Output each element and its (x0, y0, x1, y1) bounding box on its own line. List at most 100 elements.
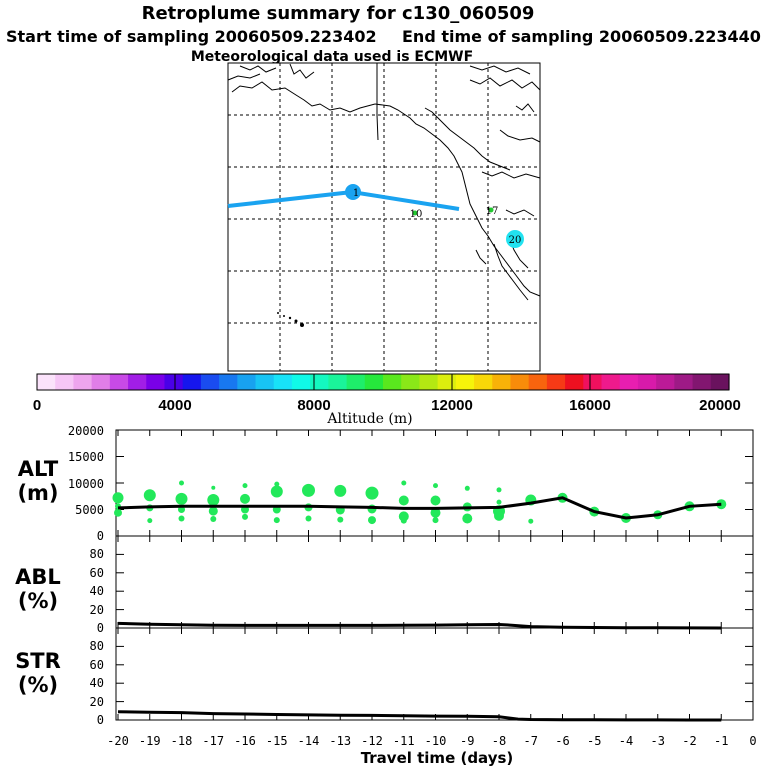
str-y-axis: 0 20 40 60 80 (90, 639, 753, 727)
alt-dot (430, 507, 441, 518)
colorbar-swatch (455, 374, 475, 390)
x-tick-label: -5 (587, 734, 601, 748)
trajectory-map: 1 10 17 20 (227, 62, 541, 372)
colorbar-swatch (419, 374, 439, 390)
alt-dot (208, 506, 218, 516)
map-marker-20-label: 20 (509, 235, 522, 246)
colorbar-swatch (401, 374, 421, 390)
alt-dot (143, 489, 156, 502)
alt-dot (211, 485, 216, 490)
abl-y-tick: 60 (90, 566, 104, 580)
colorbar-swatch (637, 374, 657, 390)
colorbar-swatch (37, 374, 56, 390)
x-tick-label: -18 (171, 734, 193, 748)
colorbar-swatch (73, 374, 93, 390)
x-tick-label: -1 (714, 734, 728, 748)
x-tick-label: -13 (329, 734, 351, 748)
colorbar-tick: 12000 (431, 397, 473, 414)
alt-dot (114, 508, 122, 517)
x-tick-label: -10 (425, 734, 447, 748)
colorbar-swatch (328, 374, 348, 390)
colorbar-swatch (583, 374, 603, 390)
map-gridlines (228, 63, 540, 371)
colorbar-swatch (383, 374, 402, 390)
colorbar-swatch (528, 374, 548, 390)
map-marker-10-label: 10 (410, 209, 423, 220)
str-y-tick: 0 (97, 713, 104, 727)
x-axis-tick-labels: -20 -19 -18 -17 -16 -15 -14 -13 -12 -11 -10 -9 -8 -7-… (107, 734, 756, 748)
colorbar-swatch (310, 374, 329, 390)
alt-dot (432, 517, 439, 524)
colorbar-tick: 0 (33, 397, 41, 414)
colorbar-swatch (273, 374, 293, 390)
abl-y-axis: 0 20 40 60 80 (90, 547, 753, 635)
colorbar-swatch (437, 374, 457, 390)
colorbar-label: Altitude (m) (326, 411, 412, 427)
alt-dot (240, 493, 250, 504)
colorbar-tick: 16000 (569, 397, 611, 414)
map-marker-17-label: 17 (486, 206, 499, 217)
colorbar-swatch (619, 374, 639, 390)
colorbar-swatch (565, 374, 584, 390)
x-tick-label: -19 (139, 734, 161, 748)
alt-series-line (117, 496, 722, 520)
colorbar-swatch (656, 374, 675, 390)
abl-y-tick: 20 (90, 603, 104, 617)
colorbar-swatch (255, 374, 275, 390)
alt-dot (337, 516, 344, 523)
end-time-label: End time of sampling 20060509.223440 (402, 27, 761, 46)
x-axis-ticks (117, 430, 754, 720)
colorbar-swatch (710, 374, 730, 390)
alt-dot (496, 487, 502, 493)
figure-title: Retroplume summary for c130_060509 (142, 3, 535, 24)
colorbar-swatch (692, 374, 712, 390)
alt-dot (462, 513, 473, 524)
colorbar-swatch (291, 374, 311, 390)
alt-dot (368, 516, 376, 525)
map-frame (227, 62, 541, 372)
colorbar-swatch (546, 374, 566, 390)
alt-dot (179, 480, 184, 486)
map-marker-1-dot (345, 184, 361, 200)
alt-dot (274, 481, 280, 487)
alt-y-axis: 0 5000 10000 15000 20000 (68, 424, 753, 543)
x-tick-label: 0 (749, 734, 756, 748)
x-tick-label: -2 (682, 734, 696, 748)
colorbar-swatch (346, 374, 366, 390)
x-tick-label: -3 (651, 734, 665, 748)
x-tick-label: -15 (266, 734, 288, 748)
alt-dot (178, 515, 185, 522)
coastline (227, 63, 541, 301)
alt-panel-label: ALT (18, 457, 59, 481)
alt-dot (302, 483, 315, 497)
alt-dot (433, 483, 438, 489)
colorbar-swatch (128, 374, 147, 390)
map-marker-10-dot (412, 210, 418, 216)
str-panel-frame (115, 627, 754, 721)
alt-line (117, 496, 722, 520)
alt-dot (112, 492, 124, 504)
colorbar-swatch (182, 374, 202, 390)
x-tick-label: -9 (460, 734, 474, 748)
str-y-tick: 40 (90, 676, 104, 690)
alt-dot (494, 510, 504, 521)
alt-dot (207, 494, 220, 506)
colorbar-swatch (219, 374, 238, 390)
colorbar-tick: 8000 (297, 397, 330, 414)
alt-dot (401, 480, 407, 486)
x-tick-label: -20 (107, 734, 129, 748)
colorbar-swatch (55, 374, 75, 390)
abl-series-line (117, 621, 722, 630)
alt-dot (270, 485, 283, 498)
alt-dot (430, 495, 441, 506)
colorbar-swatch (164, 374, 184, 390)
alt-panel-unit: (m) (17, 481, 58, 505)
colorbar-swatch (146, 374, 166, 390)
abl-panel-frame (115, 535, 754, 629)
colorbar-tick: 4000 (158, 397, 191, 414)
alt-y-tick: 15000 (68, 450, 104, 464)
str-panel-unit: (%) (18, 673, 58, 697)
alt-y-tick: 5000 (75, 503, 104, 517)
abl-panel-unit: (%) (18, 589, 58, 613)
